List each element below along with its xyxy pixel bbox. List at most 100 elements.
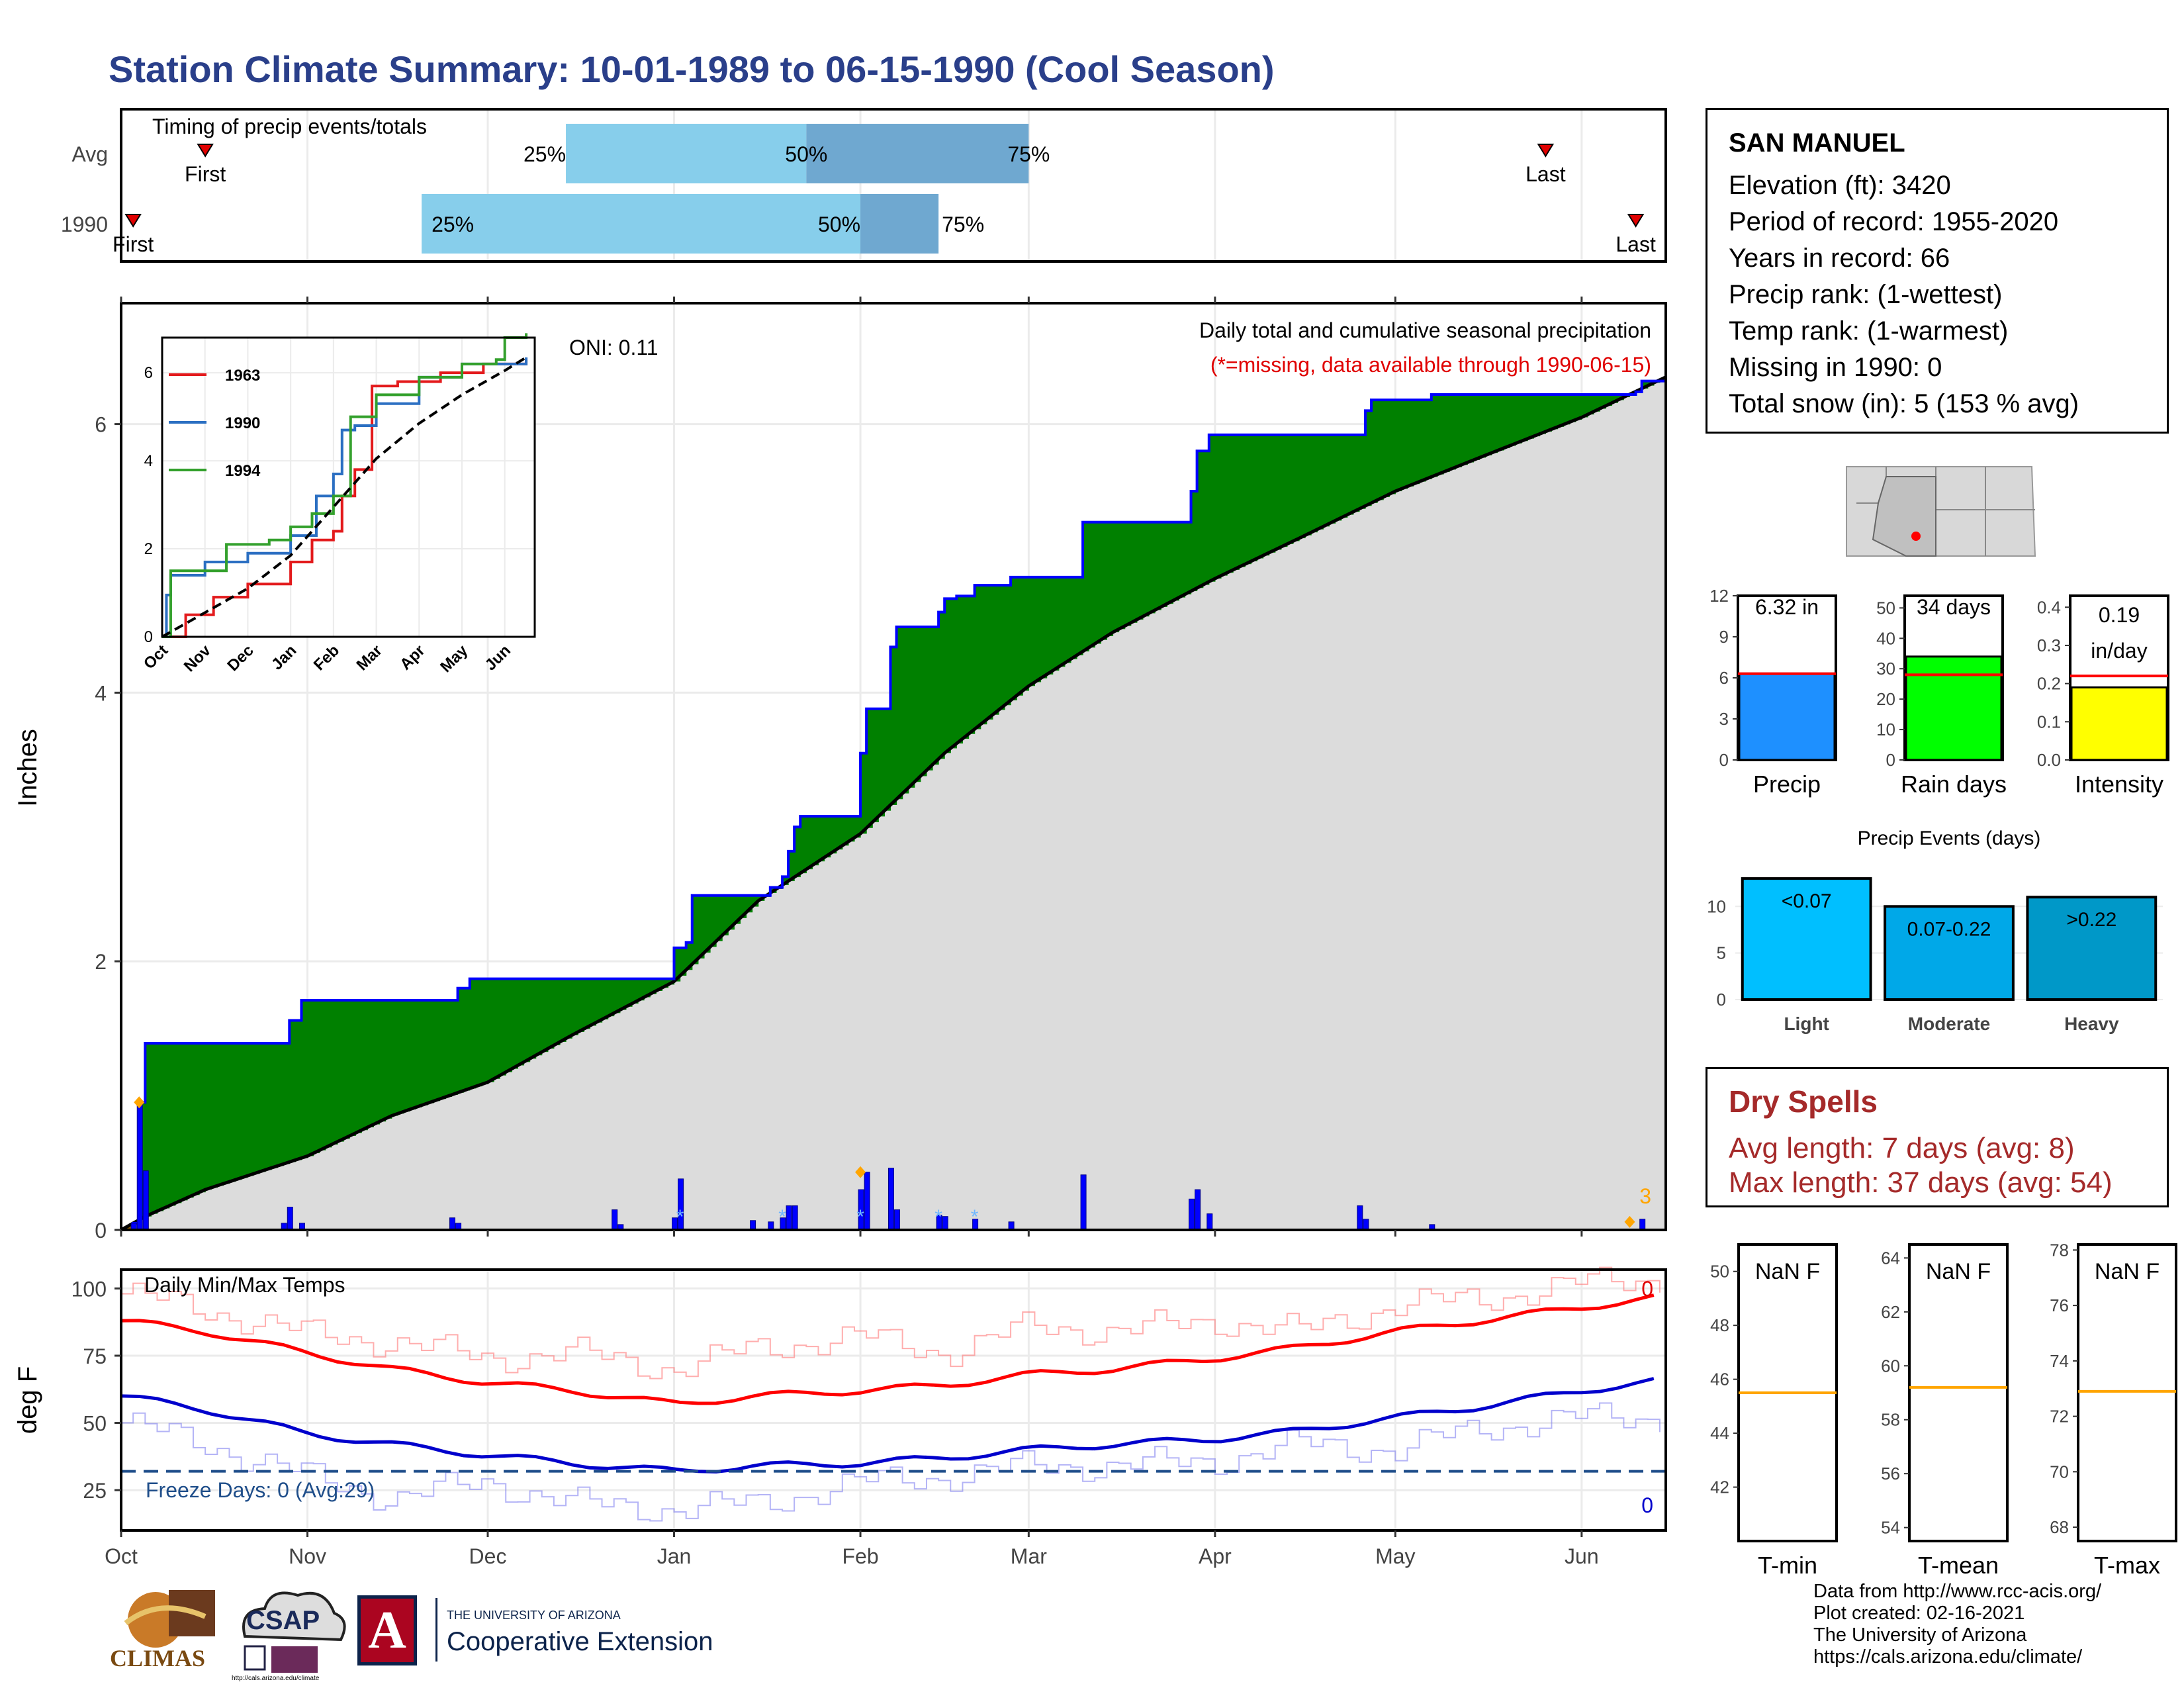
- precip-above-average: [596, 978, 603, 1023]
- temp-xtick-label: May: [1375, 1544, 1415, 1568]
- precip-above-average: [1227, 434, 1234, 573]
- summary-ytick-label: 20: [1876, 689, 1895, 709]
- precip-above-average: [1612, 394, 1618, 403]
- temp-xtick-label: Jun: [1565, 1544, 1599, 1568]
- precip-above-average: [1269, 434, 1276, 553]
- precip-above-average: [512, 978, 518, 1069]
- precip-above-average: [1118, 522, 1126, 630]
- precip-above-average: [1034, 577, 1042, 682]
- precip-above-average: [998, 585, 1005, 710]
- precip-above-average: [1040, 577, 1048, 679]
- precip-above-average: [529, 978, 537, 1059]
- precip-above-average: [416, 1000, 422, 1107]
- events-title: Precip Events (days): [1858, 827, 2041, 849]
- events-category-label: Heavy: [2064, 1013, 2119, 1034]
- precip-above-average: [1245, 434, 1251, 565]
- temp-title: Daily Min/Max Temps: [144, 1273, 345, 1297]
- precip-above-average: [980, 585, 987, 725]
- station-elevation: Elevation (ft): 3420: [1729, 171, 1951, 200]
- tsummary-ytick-label: 74: [2050, 1351, 2069, 1371]
- precip-above-average: [397, 1000, 404, 1114]
- temp-ytick-label: 100: [71, 1277, 107, 1301]
- precip-above-average: [403, 1000, 410, 1112]
- timing-marker-last: [1537, 144, 1555, 158]
- precip-ytick-label: 6: [95, 413, 107, 437]
- precip-above-average: [553, 978, 561, 1046]
- precip-above-average: [1383, 400, 1390, 497]
- precip-above-average: [181, 1043, 188, 1201]
- precip-daily-bar: [1639, 1219, 1646, 1231]
- precip-above-average: [367, 1000, 375, 1127]
- precip-above-average: [806, 816, 813, 870]
- dry-spells-title: Dry Spells: [1729, 1084, 1878, 1119]
- precip-above-average: [1203, 451, 1210, 585]
- precip-above-average: [1113, 522, 1120, 633]
- precip-above-average: [1305, 434, 1312, 536]
- precip-above-average: [559, 978, 567, 1042]
- timing-row-label: 1990: [61, 212, 108, 236]
- precip-above-average: [385, 1000, 392, 1119]
- tsummary-ytick-label: 68: [2050, 1517, 2069, 1537]
- precip-daily-bar: [142, 1170, 149, 1231]
- precip-above-average: [956, 596, 964, 744]
- precip-subtitle: (*=missing, data available through 1990-…: [1210, 353, 1651, 377]
- precip-above-average: [812, 816, 819, 866]
- precip-above-average: [1017, 577, 1023, 696]
- precip-above-average: [265, 1043, 272, 1170]
- tsummary-ytick-label: 48: [1710, 1315, 1729, 1335]
- temp-count-bottom: 0: [1641, 1493, 1653, 1517]
- precip-daily-bar: [449, 1217, 455, 1231]
- precip-above-average: [974, 585, 981, 729]
- climas-logo: CLIMAS: [106, 1583, 218, 1676]
- tsummary-category-label: T-min: [1758, 1552, 1817, 1579]
- precip-above-average: [962, 596, 970, 739]
- precip-above-average: [1413, 400, 1420, 485]
- summary-ytick-label: 0.2: [2037, 674, 2061, 694]
- precip-above-average: [614, 978, 621, 1013]
- precip-above-average: [1563, 394, 1570, 425]
- precip-above-average: [151, 1043, 158, 1214]
- summary-ytick-label: 9: [1719, 627, 1729, 647]
- ua-big-text: Cooperative Extension: [447, 1627, 713, 1656]
- temp-count-top: 0: [1641, 1277, 1653, 1301]
- precip-above-average: [854, 816, 861, 838]
- timing-pct-75: 75%: [942, 212, 984, 236]
- precip-above-average: [1028, 577, 1036, 686]
- precip-above-average: [1479, 394, 1486, 458]
- precip-above-average: [572, 978, 578, 1035]
- precip-above-average: [1575, 394, 1582, 420]
- precip-above-average: [1377, 400, 1384, 500]
- precip-above-average: [331, 1000, 338, 1145]
- precip-corner-label: 3: [1639, 1184, 1651, 1208]
- summary-value-label: 34 days: [1917, 595, 1991, 619]
- precip-above-average: [1569, 394, 1576, 422]
- precip-above-average: [1437, 394, 1444, 475]
- timing-label-first: First: [185, 162, 226, 186]
- tsummary-panel-border: [2077, 1243, 2177, 1542]
- precip-above-average: [1161, 522, 1167, 607]
- precip-snow-marker: *: [971, 1206, 979, 1228]
- station-precip-rank: Precip rank: (1-wettest): [1729, 280, 2003, 309]
- precip-above-average: [890, 647, 897, 805]
- precip-orange-marker: [855, 1166, 866, 1178]
- station-temp-rank: Temp rank: (1-warmest): [1729, 316, 2009, 346]
- precip-above-average: [1257, 434, 1264, 559]
- precip-above-average: [1089, 522, 1095, 648]
- tsummary-ytick-label: 70: [2050, 1462, 2069, 1481]
- precip-above-average: [481, 978, 488, 1084]
- precip-above-average: [301, 1000, 308, 1158]
- precip-above-average: [625, 978, 633, 1007]
- tsummary-ytick-label: 64: [1881, 1248, 1900, 1268]
- temp-freeze-label: Freeze Days: 0 (Avg:29): [146, 1478, 375, 1502]
- tsummary-category-label: T-max: [2094, 1552, 2160, 1579]
- summary-ytick-label: 30: [1876, 659, 1895, 679]
- precip-above-average: [259, 1043, 266, 1172]
- precip-above-average: [1058, 577, 1066, 667]
- precip-above-average: [428, 1000, 434, 1103]
- summary-ytick-label: 12: [1709, 586, 1729, 606]
- precip-above-average: [1335, 434, 1342, 521]
- precip-above-average: [337, 1000, 344, 1142]
- precip-above-average: [1263, 434, 1270, 556]
- precip-above-average: [686, 942, 693, 970]
- timing-marker-first: [197, 144, 214, 158]
